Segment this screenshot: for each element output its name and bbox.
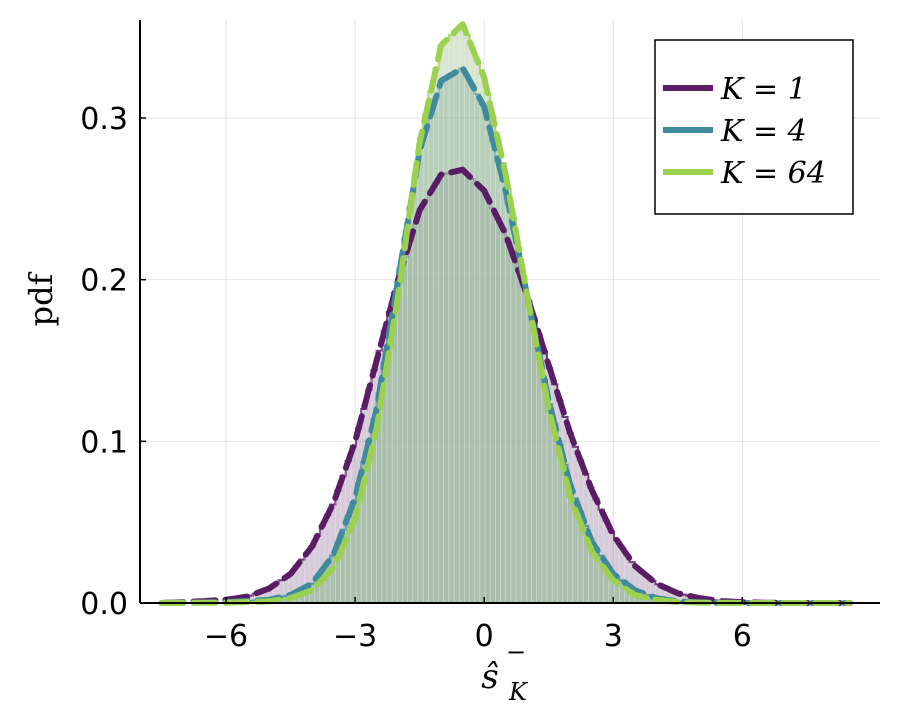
x-tick-label: −6 bbox=[204, 619, 248, 654]
y-axis-title: pdf bbox=[22, 271, 60, 326]
legend-label-k4: K = 4 bbox=[720, 114, 807, 149]
x-tick-label: 0 bbox=[475, 619, 494, 654]
y-axis-label: pdf bbox=[22, 271, 60, 326]
x-tick-label: 3 bbox=[604, 619, 623, 654]
legend-label-k1: K = 1 bbox=[720, 72, 807, 107]
x-axis-title: ŝ − K bbox=[481, 638, 529, 706]
x-axis-label-superscript: − bbox=[506, 638, 526, 666]
legend-label-k64: K = 64 bbox=[720, 156, 826, 191]
x-tick-label: 6 bbox=[733, 619, 752, 654]
x-axis-label: ŝ bbox=[481, 657, 498, 697]
axes bbox=[139, 20, 880, 604]
y-tick-label: 0.2 bbox=[80, 264, 128, 299]
y-tick-label: 0.1 bbox=[80, 425, 128, 460]
y-tick-label: 0.0 bbox=[80, 587, 128, 622]
y-tick-label: 0.3 bbox=[80, 102, 128, 137]
histogram-k64 bbox=[246, 24, 723, 604]
x-axis-label-subscript: K bbox=[508, 678, 529, 706]
legend: K = 1 K = 4 K = 64 bbox=[654, 39, 854, 215]
tick-labels: −6 −3 0 3 6 0.0 0.1 0.2 0.3 bbox=[80, 102, 752, 654]
x-tick-label: −3 bbox=[333, 619, 377, 654]
